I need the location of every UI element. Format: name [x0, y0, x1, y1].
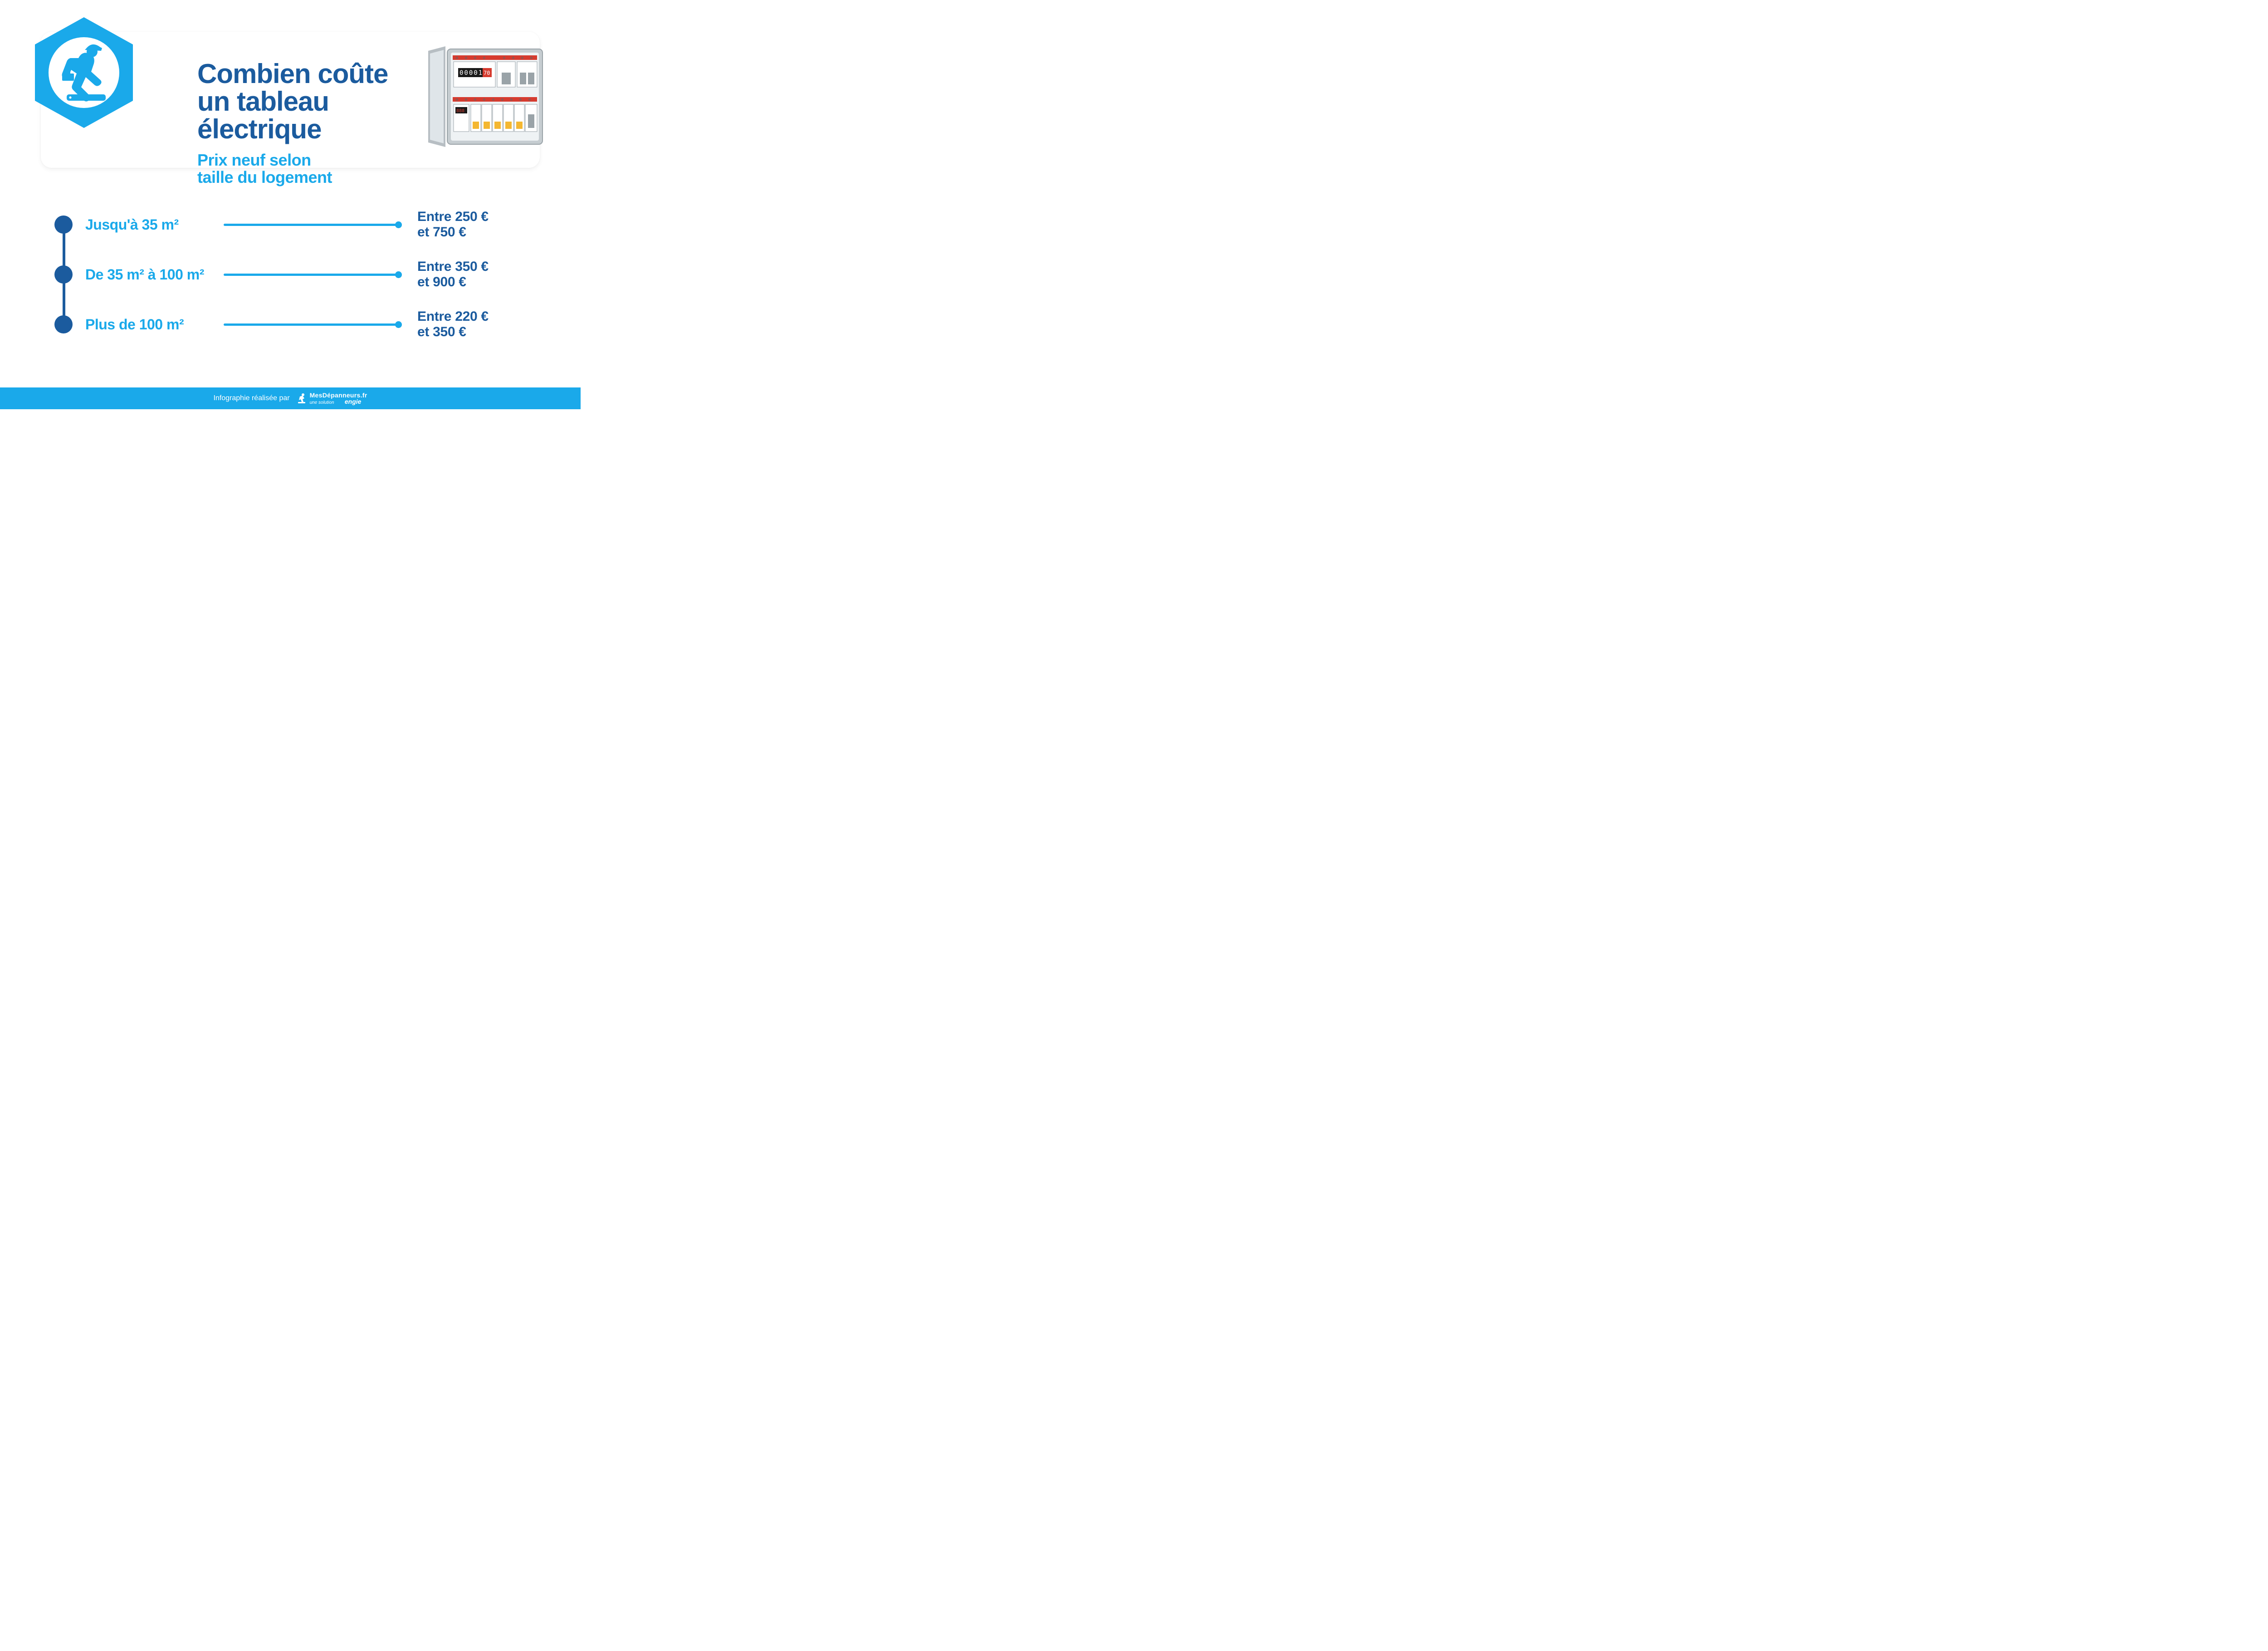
price-line: Entre 250 €: [417, 209, 489, 224]
svg-text:⊕: ⊕: [501, 98, 504, 102]
electrical-panel-icon: ⊕ ⊕ ⊕ ⊕ ⊕ ⊕ ⊕ ⊕ 00001 70 ⊕ ⊕ ⊕ ⊕ ⊕ ⊕ ⊕ ⊕ ⊕: [426, 46, 544, 151]
hex-badge: [25, 14, 143, 132]
footer-logo-text: MesDépanneurs.fr une solution engie: [310, 392, 367, 405]
timeline-dash: [224, 323, 399, 326]
svg-text:⊕: ⊕: [510, 98, 513, 102]
panel-display: 888: [456, 108, 464, 113]
title-line: un tableau: [197, 86, 329, 117]
timeline-dot: [54, 265, 73, 284]
panel-door: [428, 46, 445, 147]
svg-text:⊕: ⊕: [528, 98, 531, 102]
price-range: Entre 220 € et 350 €: [417, 309, 535, 340]
title-line: électrique: [197, 114, 321, 144]
svg-text:⊕: ⊕: [474, 56, 477, 60]
footer-logo: MesDépanneurs.fr une solution engie: [295, 392, 367, 405]
svg-text:⊕: ⊕: [530, 56, 533, 60]
svg-text:⊕: ⊕: [519, 98, 522, 102]
timeline-row: Plus de 100 m² Entre 220 € et 350 €: [54, 299, 535, 349]
price-line: Entre 350 €: [417, 259, 489, 274]
svg-text:⊕: ⊕: [464, 98, 468, 102]
footer-brand: MesDépanneurs.fr: [310, 392, 367, 398]
price-timeline: Jusqu'à 35 m² Entre 250 € et 750 € De 35…: [54, 200, 535, 349]
timeline-dot: [54, 216, 73, 234]
svg-text:⊕: ⊕: [464, 56, 468, 60]
price-line: et 350 €: [417, 324, 466, 339]
footer-tagline: une solution: [310, 400, 334, 405]
price-line: et 900 €: [417, 274, 466, 289]
title-line: Combien coûte: [197, 59, 388, 89]
footer-engie: engie: [345, 398, 362, 405]
meter-accent: 70: [484, 70, 490, 76]
size-label: Jusqu'à 35 m²: [85, 216, 221, 233]
timeline-dash: [224, 274, 399, 276]
meter-reading: 00001: [459, 69, 483, 77]
size-label: Plus de 100 m²: [85, 316, 221, 333]
footer-credit: Infographie réalisée par: [213, 394, 289, 402]
page-subtitle: Prix neuf selon taille du logement: [197, 152, 388, 187]
svg-text:⊕: ⊕: [455, 98, 459, 102]
timeline-row: De 35 m² à 100 m² Entre 350 € et 900 €: [54, 250, 535, 299]
svg-text:⊕: ⊕: [483, 98, 486, 102]
svg-text:⊕: ⊕: [521, 56, 524, 60]
subtitle-line: Prix neuf selon: [197, 151, 311, 169]
timeline-dot: [54, 315, 73, 333]
svg-text:⊕: ⊕: [492, 98, 495, 102]
price-line: Entre 220 €: [417, 309, 489, 324]
svg-text:⊕: ⊕: [512, 56, 515, 60]
svg-text:⊕: ⊕: [455, 56, 459, 60]
footer-bar: Infographie réalisée par MesDépanneurs.f…: [0, 387, 581, 409]
price-line: et 750 €: [417, 225, 466, 240]
size-label: De 35 m² à 100 m²: [85, 266, 221, 283]
timeline-row: Jusqu'à 35 m² Entre 250 € et 750 €: [54, 200, 535, 250]
timeline-dash: [224, 224, 399, 226]
svg-text:⊕: ⊕: [474, 98, 477, 102]
page-title: Combien coûte un tableau électrique: [197, 60, 388, 143]
electrician-small-icon: [295, 392, 308, 405]
price-range: Entre 250 € et 750 €: [417, 209, 535, 240]
subtitle-line: taille du logement: [197, 168, 332, 186]
svg-text:⊕: ⊕: [503, 56, 506, 60]
svg-text:⊕: ⊕: [483, 56, 486, 60]
price-range: Entre 350 € et 900 €: [417, 259, 535, 290]
title-block: Combien coûte un tableau électrique Prix…: [197, 60, 388, 186]
